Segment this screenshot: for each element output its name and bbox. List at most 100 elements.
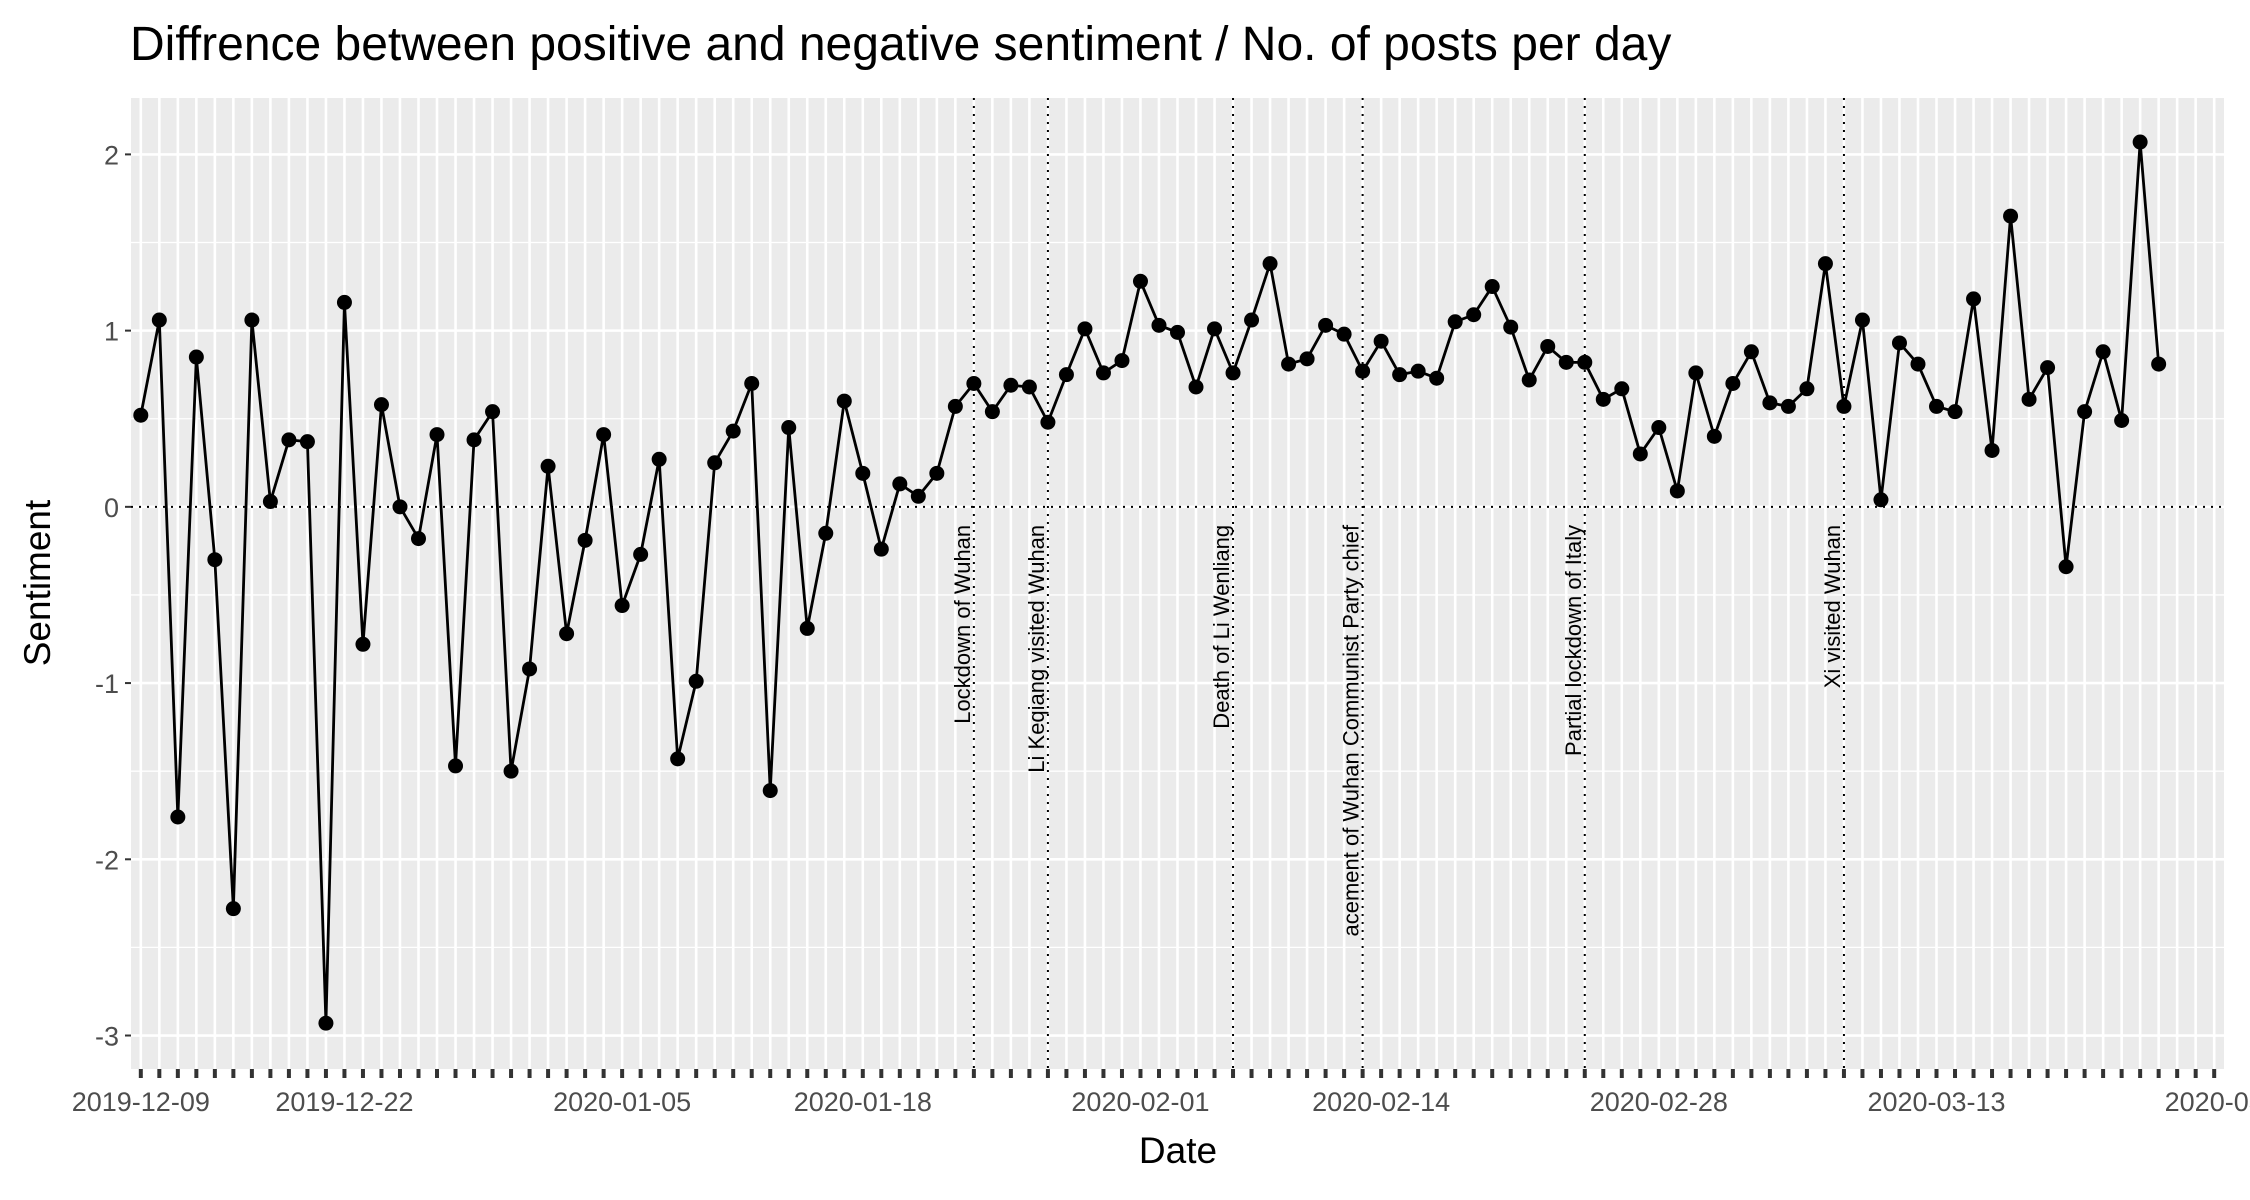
data-point [1910, 356, 1926, 372]
x-tick-label: 2020-03 [2165, 1087, 2250, 1117]
event-label-group: Death of Li Wenliang [1209, 525, 1234, 729]
data-point [1151, 317, 1167, 333]
event-label: Lockdown of Wuhan [950, 525, 975, 724]
data-point [1373, 333, 1389, 349]
data-point [355, 636, 371, 652]
event-label: acement of Wuhan Communist Party chief [1339, 524, 1364, 937]
y-tick-label: 0 [104, 493, 119, 523]
data-point [1836, 398, 1852, 414]
data-point [1688, 365, 1704, 381]
data-point [1003, 377, 1019, 393]
data-point [1780, 398, 1796, 414]
data-point [2132, 134, 2148, 150]
data-point [1355, 363, 1371, 379]
data-point [1577, 354, 1593, 370]
data-point [966, 375, 982, 391]
x-tick-label: 2019-12-09 [72, 1087, 210, 1117]
event-label-group: Xi visited Wuhan [1820, 525, 1845, 688]
data-point [1817, 256, 1833, 272]
data-point [559, 626, 575, 642]
data-point [429, 427, 445, 443]
x-tick-label: 2020-01-05 [553, 1087, 691, 1117]
data-point [540, 458, 556, 474]
data-point [947, 398, 963, 414]
data-point [818, 525, 834, 541]
data-point [1299, 351, 1315, 367]
event-label: Death of Li Wenliang [1209, 525, 1234, 729]
data-point [281, 432, 297, 448]
y-tick-label: -3 [95, 1022, 119, 1052]
data-point [929, 465, 945, 481]
data-point [1706, 428, 1722, 444]
x-tick-label: 2020-02-28 [1590, 1087, 1728, 1117]
data-point [151, 312, 167, 328]
event-label-group: acement of Wuhan Communist Party chief [1339, 524, 1364, 937]
data-point [207, 552, 223, 568]
data-point [244, 312, 260, 328]
data-point [2114, 412, 2130, 428]
data-point [1170, 324, 1185, 340]
data-point [485, 404, 501, 420]
x-tick-label: 2019-12-22 [275, 1087, 413, 1117]
x-tick-label: 2020-02-14 [1312, 1087, 1450, 1117]
x-tick-label: 2020-03-13 [1867, 1087, 2005, 1117]
data-point [707, 455, 723, 471]
y-axis-title: Sentiment [17, 499, 58, 666]
data-point [262, 494, 278, 510]
data-point [1021, 379, 1037, 395]
data-point [2095, 344, 2111, 360]
data-point [1262, 256, 1278, 272]
data-point [170, 809, 186, 825]
event-label-group: Partial lockdown of Italy [1561, 525, 1586, 756]
data-point [225, 901, 241, 917]
data-point [1225, 365, 1241, 381]
data-point [670, 751, 686, 767]
data-point [1966, 291, 1982, 307]
data-point [1743, 344, 1759, 360]
data-point [522, 661, 538, 677]
y-tick-label: 2 [104, 140, 119, 170]
data-point [1410, 363, 1426, 379]
y-tick-label: -2 [95, 845, 119, 875]
event-label-group: Li Keqiang visited Wuhan [1024, 525, 1049, 773]
data-point [984, 404, 1000, 420]
data-point [596, 427, 612, 443]
data-point [1891, 335, 1907, 351]
data-point [1040, 414, 1056, 430]
event-label: Xi visited Wuhan [1820, 525, 1845, 688]
data-point [633, 546, 649, 562]
data-point [1651, 420, 1667, 436]
data-point [1318, 317, 1334, 333]
data-point [1669, 483, 1685, 499]
data-point [1947, 404, 1963, 420]
data-point [688, 673, 704, 689]
data-point [1095, 365, 1111, 381]
data-point [1392, 367, 1408, 383]
data-point [892, 476, 908, 492]
data-point [466, 432, 482, 448]
data-point [651, 451, 667, 467]
data-point [373, 397, 389, 413]
x-tick-label: 2020-02-01 [1071, 1087, 1209, 1117]
chart-title: Diffrence between positive and negative … [130, 18, 1671, 71]
data-point [188, 349, 204, 365]
data-point [1244, 312, 1260, 328]
data-point [781, 420, 797, 436]
x-tick-label: 2020-01-18 [794, 1087, 932, 1117]
data-point [2058, 559, 2074, 575]
data-point [1632, 446, 1648, 462]
data-point [503, 763, 519, 779]
y-tick-label: 1 [104, 317, 119, 347]
x-axis-title: Date [1139, 1130, 1217, 1171]
data-point [614, 598, 630, 614]
data-point [133, 407, 149, 423]
data-point [1762, 395, 1778, 411]
data-point [318, 1015, 334, 1031]
data-point [855, 465, 871, 481]
data-point [1429, 370, 1445, 386]
data-point [1984, 442, 2000, 458]
data-point [799, 620, 815, 636]
event-label: Partial lockdown of Italy [1561, 525, 1586, 756]
data-point [1540, 338, 1556, 354]
data-point [1466, 307, 1482, 323]
